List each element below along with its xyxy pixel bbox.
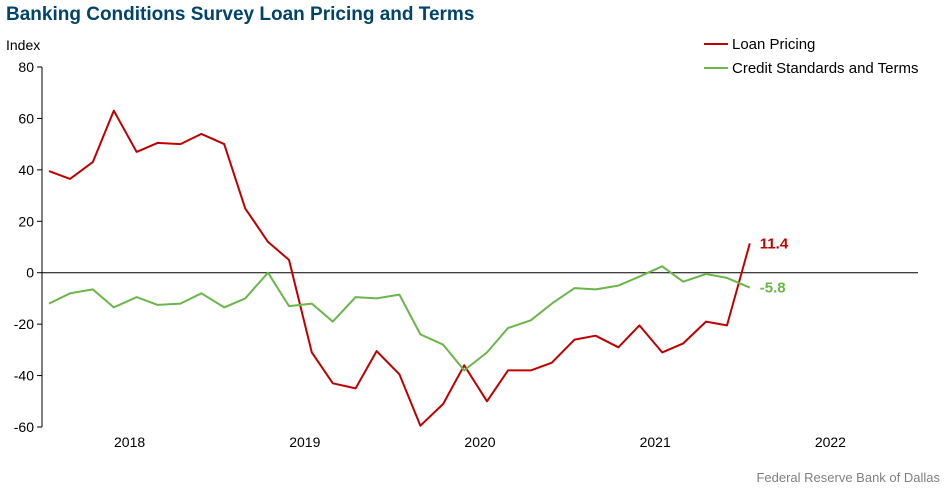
legend-label: Credit Standards and Terms [732, 60, 918, 77]
end-labels: 11.4 -5.8 [760, 235, 789, 296]
y-tick-label: -40 [14, 368, 34, 384]
legend-label: Loan Pricing [732, 36, 815, 53]
x-tick-label: 2021 [640, 434, 671, 450]
y-tick-label: -20 [14, 316, 34, 332]
end-label-credit-standards: -5.8 [760, 280, 786, 297]
y-tick-label: 60 [18, 110, 34, 126]
y-tick-label: 0 [26, 265, 34, 281]
x-axis: 2018 2019 2020 2021 2022 [42, 272, 918, 450]
source-note: Federal Reserve Bank of Dallas [756, 470, 940, 485]
x-tick-label: 2022 [815, 434, 846, 450]
legend: Loan Pricing Credit Standards and Terms [704, 36, 918, 77]
x-tick-label: 2019 [289, 434, 320, 450]
end-label-loan-pricing: 11.4 [760, 235, 789, 252]
y-tick-label: 20 [18, 213, 34, 229]
y-tick-label: 80 [18, 59, 34, 75]
x-tick-label: 2018 [114, 434, 145, 450]
x-tick-label: 2020 [464, 434, 495, 450]
y-tick-label: 40 [18, 162, 34, 178]
series-line-loan-pricing [48, 109, 751, 427]
series-lines [48, 109, 751, 427]
y-axis-label: Index [6, 37, 40, 53]
chart-title: Banking Conditions Survey Loan Pricing a… [6, 4, 475, 25]
series-line-credit-standards [48, 265, 751, 372]
y-tick-label: -60 [14, 419, 34, 435]
y-axis: 80 60 40 20 0 -20 -40 -60 [14, 59, 43, 435]
